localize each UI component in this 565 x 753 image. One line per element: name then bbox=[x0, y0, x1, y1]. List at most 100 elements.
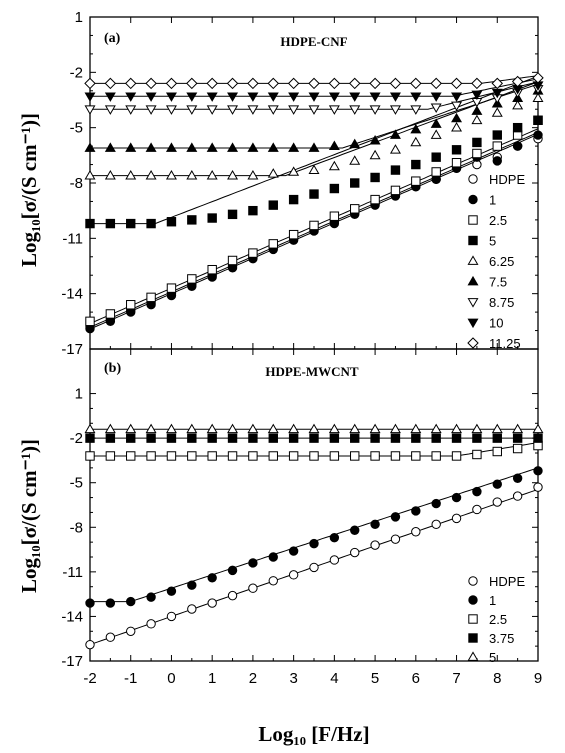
legend-entry-1: 1 bbox=[489, 193, 496, 208]
data-point-8-75 bbox=[84, 105, 96, 115]
data-point-2-5 bbox=[268, 451, 278, 461]
data-point-7-5 bbox=[308, 142, 320, 152]
data-point-2-5 bbox=[126, 300, 136, 310]
legend-marker-8-75 bbox=[467, 298, 479, 308]
x-axis-title: Log₁₀ [F/Hz] bbox=[258, 722, 369, 746]
data-point-7-5 bbox=[328, 140, 340, 150]
data-point-2-5 bbox=[288, 229, 299, 240]
y-tick-label: -14 bbox=[61, 286, 83, 303]
data-point-2-5 bbox=[472, 148, 482, 159]
legend-marker-1 bbox=[468, 595, 478, 605]
panel-b-hdpe-mwcnt: (b) HDPE-MWCNT -17 -14 -11 -8 -5 -2 1 HDPE 1 2.5… bbox=[61, 348, 544, 670]
data-point-3-75 bbox=[390, 433, 401, 443]
y-tick-label: -17 bbox=[61, 341, 83, 358]
data-point-2-5 bbox=[309, 451, 319, 461]
panel-b-legend: HDPE 1 2.5 3.75 5 bbox=[467, 574, 525, 665]
data-point-6-25 bbox=[165, 170, 177, 180]
data-point-3-75 bbox=[187, 433, 197, 443]
data-point-11-25 bbox=[165, 77, 178, 90]
data-point-2-5 bbox=[268, 239, 278, 249]
data-point-1 bbox=[431, 498, 441, 509]
data-point-2-5 bbox=[451, 158, 462, 168]
data-point-2-5 bbox=[370, 451, 380, 461]
data-point-HDPE bbox=[146, 619, 156, 629]
data-point-5 bbox=[84, 423, 96, 434]
x-tick-label: 6 bbox=[412, 670, 420, 687]
data-point-7-5 bbox=[451, 112, 463, 123]
x-tick-label: 2 bbox=[249, 670, 257, 687]
data-point-1 bbox=[370, 519, 380, 530]
data-point-6-25 bbox=[430, 129, 442, 139]
x-axis: -2 -1 0 1 2 3 4 5 6 7 8 9 bbox=[83, 670, 542, 687]
data-point-2-5 bbox=[105, 451, 116, 461]
data-point-7-5 bbox=[145, 142, 157, 152]
data-point-7-5 bbox=[430, 118, 442, 128]
data-point-5 bbox=[186, 423, 198, 434]
data-point-3-75 bbox=[411, 433, 421, 443]
data-point-2-5 bbox=[227, 255, 238, 266]
data-point-5 bbox=[104, 423, 116, 434]
data-point-5 bbox=[145, 423, 157, 434]
x-tick-label: 3 bbox=[289, 670, 297, 687]
data-point-5 bbox=[472, 137, 482, 148]
data-point-2-5 bbox=[431, 167, 441, 177]
data-point-11-25 bbox=[84, 77, 96, 90]
data-point-HDPE bbox=[431, 519, 441, 530]
x-tick-label: 9 bbox=[534, 670, 542, 687]
data-point-HDPE bbox=[288, 570, 299, 580]
panel-a-legend: HDPE 1 2.5 5 6.25 7.5 8.75 10 11.25 bbox=[467, 172, 525, 351]
data-point-2-5 bbox=[248, 248, 258, 258]
data-point-2-5 bbox=[187, 274, 197, 284]
data-point-1 bbox=[187, 580, 197, 590]
data-point-2-5 bbox=[309, 220, 319, 231]
data-point-8-75 bbox=[145, 105, 157, 115]
data-point-2-5 bbox=[227, 451, 238, 461]
legend-marker-HDPE bbox=[468, 174, 478, 184]
data-point-7-5 bbox=[186, 142, 198, 152]
data-point-2-5 bbox=[492, 446, 502, 457]
legend-marker-2-5 bbox=[468, 215, 478, 225]
data-point-11-25 bbox=[410, 77, 422, 90]
data-point-5 bbox=[267, 423, 279, 434]
data-point-10 bbox=[410, 92, 422, 102]
data-point-7-5 bbox=[84, 142, 96, 152]
data-point-10 bbox=[125, 92, 137, 102]
data-point-10 bbox=[451, 92, 463, 102]
data-point-1 bbox=[451, 492, 462, 503]
data-point-11-25 bbox=[450, 77, 463, 90]
data-point-1 bbox=[85, 598, 95, 608]
data-point-2-5 bbox=[207, 451, 217, 461]
data-point-11-25 bbox=[226, 77, 239, 90]
legend-entry-8-75: 8.75 bbox=[489, 295, 514, 310]
data-point-6-25 bbox=[389, 144, 401, 154]
data-point-5 bbox=[369, 423, 381, 434]
data-point-7-5 bbox=[206, 142, 218, 152]
data-point-1 bbox=[166, 586, 177, 596]
data-point-HDPE bbox=[350, 547, 360, 558]
data-point-6-25 bbox=[104, 170, 116, 180]
data-point-5 bbox=[471, 423, 483, 434]
data-point-5 bbox=[451, 423, 463, 434]
data-point-10 bbox=[430, 92, 442, 102]
legend-entry-7-5: 7.5 bbox=[489, 275, 507, 290]
data-point-10 bbox=[165, 92, 177, 102]
data-point-HDPE bbox=[451, 513, 462, 524]
panel-b-ticks: -17 -14 -11 -8 -5 -2 1 bbox=[61, 349, 539, 670]
data-point-2-5 bbox=[390, 185, 401, 196]
data-point-1 bbox=[512, 473, 523, 483]
data-point-HDPE bbox=[533, 482, 543, 492]
data-point-1 bbox=[227, 565, 238, 576]
legend-entry-6-25: 6.25 bbox=[489, 254, 514, 269]
data-point-11-25 bbox=[145, 77, 157, 90]
data-point-10 bbox=[471, 90, 483, 101]
data-point-HDPE bbox=[85, 639, 95, 650]
data-point-5 bbox=[430, 423, 442, 434]
data-point-5 bbox=[125, 423, 137, 434]
y-tick-label: -17 bbox=[61, 653, 83, 670]
data-point-2-5 bbox=[85, 451, 95, 461]
data-point-1 bbox=[492, 479, 502, 489]
data-point-11-25 bbox=[348, 77, 361, 90]
data-point-11-25 bbox=[287, 77, 300, 90]
data-point-10 bbox=[389, 92, 401, 102]
data-point-8-75 bbox=[227, 105, 239, 115]
